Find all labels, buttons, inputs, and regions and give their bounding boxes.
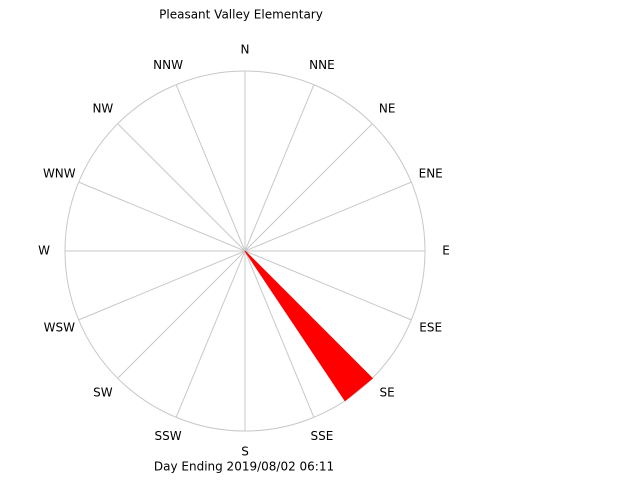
direction-label: S (241, 445, 249, 459)
direction-label: ESE (419, 320, 442, 334)
direction-label: WNW (43, 167, 76, 181)
spoke (117, 250, 246, 379)
direction-label: NE (379, 101, 396, 115)
spoke (244, 250, 315, 418)
spoke (175, 250, 246, 418)
chart-title: Pleasant Valley Elementary (159, 8, 323, 22)
direction-label: E (442, 244, 450, 258)
direction-label: NW (92, 101, 113, 115)
spoke (117, 123, 246, 252)
direction-label: NNE (309, 58, 335, 72)
direction-label: SW (93, 386, 113, 400)
spoke (244, 250, 412, 321)
wedge (244, 250, 374, 402)
spoke (78, 181, 246, 252)
spoke (244, 123, 373, 252)
direction-label: W (38, 244, 50, 258)
direction-label: ENE (419, 167, 443, 181)
direction-label: SSE (311, 429, 334, 443)
spoke (244, 84, 315, 252)
spoke (244, 181, 412, 252)
direction-label: N (241, 43, 250, 57)
direction-label: SSW (155, 429, 182, 443)
direction-label: WSW (44, 320, 75, 334)
spoke (78, 250, 246, 321)
spoke (175, 84, 246, 252)
chart-footer: Day Ending 2019/08/02 06:11 (154, 460, 334, 474)
direction-label: NNW (153, 58, 183, 72)
direction-label: SE (380, 386, 395, 400)
